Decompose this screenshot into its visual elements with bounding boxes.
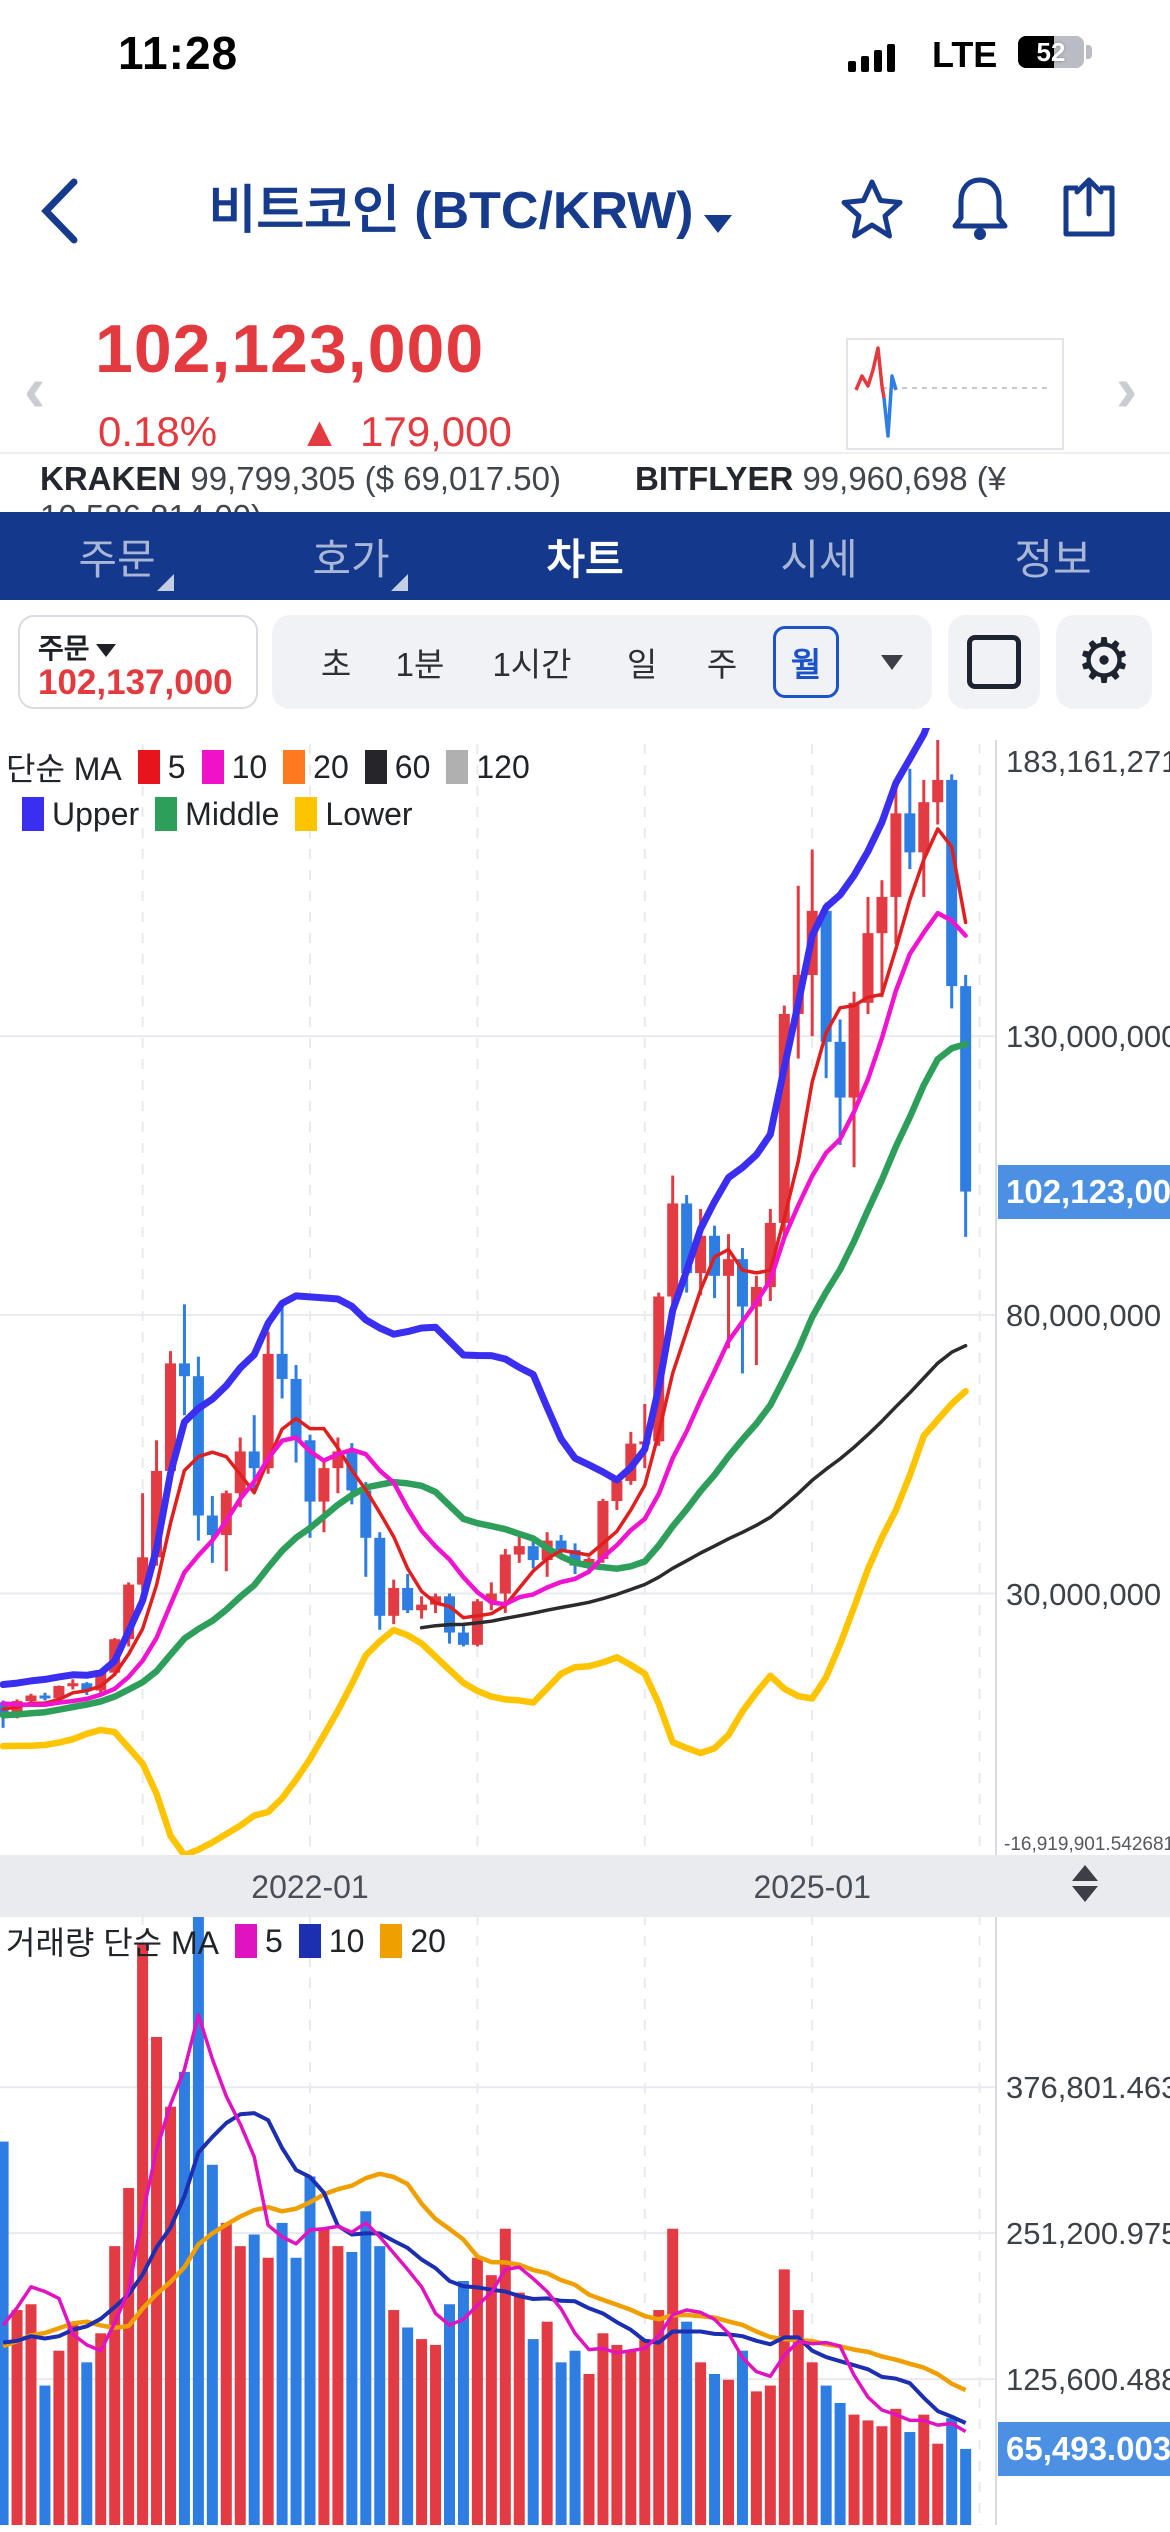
timeframe-dropdown-icon[interactable] bbox=[872, 615, 912, 709]
price-axis-label: 183,161,271 bbox=[1006, 744, 1170, 779]
exchange-name: KRAKEN bbox=[40, 460, 182, 497]
timeframe-selector: 초 1분 1시간 일 주 월 bbox=[272, 615, 932, 709]
section-divider bbox=[0, 452, 1170, 454]
order-price-box[interactable]: 주문 102,137,000 bbox=[18, 615, 258, 709]
legend-label: Middle bbox=[185, 795, 280, 832]
current-price-badge: 102,123,000 bbox=[998, 1164, 1170, 1219]
chart-settings-button[interactable]: ⚙ bbox=[1056, 615, 1152, 709]
legend-label: 5 bbox=[264, 1922, 283, 1959]
favorite-star-icon[interactable] bbox=[840, 178, 904, 240]
current-volume-badge: 65,493.003 bbox=[998, 2421, 1170, 2476]
back-button[interactable] bbox=[38, 178, 82, 244]
battery-icon: 52 bbox=[1018, 36, 1084, 68]
order-price-value: 102,137,000 bbox=[38, 663, 233, 702]
legend-label: 120 bbox=[476, 748, 530, 785]
legend-title: 거래량 단순 MA bbox=[6, 1925, 219, 1961]
price-change-row: 0.18% ▲ 179,000 bbox=[98, 408, 512, 456]
price-axis-label: 30,000,000 bbox=[1006, 1576, 1162, 1612]
legend-label: 5 bbox=[167, 748, 186, 785]
legend-color-chip bbox=[446, 750, 469, 784]
tab-차트[interactable]: 차트 bbox=[546, 535, 624, 583]
volume-axis-label: 376,801.463 bbox=[1006, 2070, 1170, 2106]
volume-axis-label: 251,200.975 bbox=[1006, 2216, 1170, 2252]
timeframe-일[interactable]: 일 bbox=[626, 646, 658, 683]
timeframe-1시간[interactable]: 1시간 bbox=[492, 646, 572, 683]
change-amount: 179,000 bbox=[360, 408, 512, 455]
timeframe-주[interactable]: 주 bbox=[706, 646, 738, 683]
panel-resize-icon[interactable] bbox=[1072, 1865, 1098, 1902]
title-dropdown-icon bbox=[703, 214, 732, 233]
exchange-reference-row: KRAKEN 99,799,305 ($ 69,017.50) BITFLYER … bbox=[40, 460, 1170, 535]
legend-title: 단순 MA bbox=[6, 751, 122, 787]
timeframe-1분[interactable]: 1분 bbox=[395, 646, 445, 683]
timeframe-월[interactable]: 월 bbox=[773, 626, 839, 698]
legend-color-chip bbox=[380, 1924, 403, 1958]
submenu-triangle-icon bbox=[156, 573, 174, 591]
share-icon[interactable] bbox=[1058, 174, 1120, 240]
legend-color-chip bbox=[295, 797, 318, 831]
legend-color-chip bbox=[298, 1924, 321, 1958]
alert-bell-icon[interactable] bbox=[950, 174, 1010, 242]
mini-sparkline bbox=[846, 338, 1064, 450]
clock: 11:28 bbox=[118, 27, 239, 79]
tab-주문[interactable]: 주문 bbox=[0, 512, 234, 600]
legend-color-chip bbox=[22, 797, 44, 831]
legend-color-chip bbox=[155, 797, 178, 831]
legend-label: 60 bbox=[394, 748, 431, 785]
legend-label: 10 bbox=[231, 748, 268, 785]
x-axis-tick: 2022-01 bbox=[251, 1869, 369, 1905]
legend-color-chip bbox=[283, 750, 306, 784]
legend-color-chip bbox=[137, 750, 160, 784]
gear-icon: ⚙ bbox=[1076, 627, 1132, 696]
legend-label: 20 bbox=[313, 748, 349, 785]
prev-market-chevron[interactable]: ‹ bbox=[24, 353, 46, 425]
exchange-name: BITFLYER bbox=[634, 460, 794, 497]
order-label: 주문 bbox=[38, 633, 90, 664]
next-market-chevron[interactable]: › bbox=[1116, 353, 1138, 425]
x-axis-band: 2022-01 2025-01 bbox=[0, 1855, 1170, 1917]
battery-nub bbox=[1086, 45, 1092, 59]
order-dropdown-icon bbox=[95, 644, 116, 658]
legend-color-chip bbox=[364, 750, 387, 784]
exchange-value: 99,799,305 ($ 69,017.50) bbox=[181, 460, 561, 497]
signal-strength-icon bbox=[848, 42, 918, 72]
tab-정보[interactable]: 정보 bbox=[1014, 535, 1092, 583]
legend-label: 10 bbox=[328, 1922, 365, 1959]
price-ma-legend: 단순 MA 5 10 20 60 120 bbox=[6, 748, 530, 788]
change-arrow-icon: ▲ bbox=[298, 408, 341, 455]
square-icon bbox=[967, 635, 1021, 689]
market-title[interactable]: 비트코인 (BTC/KRW) bbox=[0, 168, 940, 243]
price-axis-label: 80,000,000 bbox=[1006, 1297, 1162, 1333]
network-type-label: LTE bbox=[932, 34, 998, 75]
legend-label: Upper bbox=[52, 795, 140, 832]
bollinger-legend: Upper Middle Lower bbox=[6, 795, 413, 833]
volume-ma-legend: 거래량 단순 MA 5 10 20 bbox=[6, 1922, 446, 1962]
timeframe-초[interactable]: 초 bbox=[320, 646, 352, 683]
page-title: 비트코인 (BTC/KRW) bbox=[208, 182, 694, 240]
price-axis-label: -16,919,901.54268128 bbox=[1004, 1834, 1170, 1855]
tab-시세[interactable]: 시세 bbox=[780, 535, 858, 583]
main-tabbar: 주문 호가 차트 시세 정보 bbox=[0, 512, 1170, 600]
legend-label: 20 bbox=[410, 1922, 446, 1959]
volume-axis-label: 125,600.488 bbox=[1006, 2362, 1170, 2398]
legend-label: Lower bbox=[325, 795, 413, 832]
legend-color-chip bbox=[234, 1924, 257, 1958]
change-percent: 0.18% bbox=[98, 408, 218, 455]
chart-style-button[interactable] bbox=[948, 615, 1040, 709]
price-axis-label: 130,000,000 bbox=[1006, 1019, 1170, 1055]
x-axis-tick: 2025-01 bbox=[753, 1869, 871, 1905]
tab-호가[interactable]: 호가 bbox=[234, 512, 468, 600]
current-price: 102,123,000 bbox=[95, 311, 485, 387]
legend-color-chip bbox=[201, 750, 224, 784]
submenu-triangle-icon bbox=[390, 573, 408, 591]
